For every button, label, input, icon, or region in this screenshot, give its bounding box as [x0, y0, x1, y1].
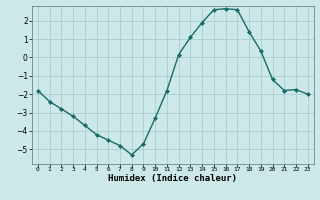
- X-axis label: Humidex (Indice chaleur): Humidex (Indice chaleur): [108, 174, 237, 183]
